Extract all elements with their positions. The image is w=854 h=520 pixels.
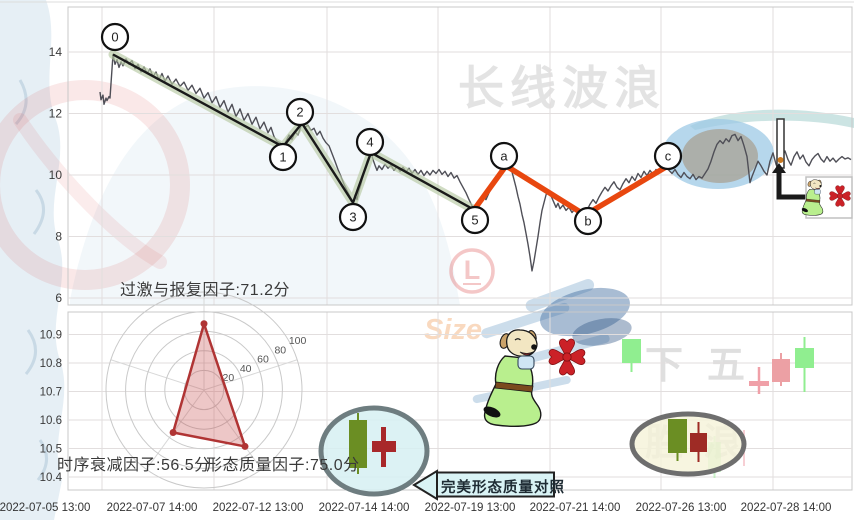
watermark-sub-row1: 下五 xyxy=(645,345,769,387)
wave-circle-5 xyxy=(460,205,490,235)
praying-dog-icon xyxy=(481,329,542,428)
radar-ring xyxy=(164,350,244,430)
bar-marker-dot xyxy=(777,157,784,163)
radar-ring-label: 20 xyxy=(223,372,235,384)
callout-box[interactable] xyxy=(436,471,555,498)
wave-label-b: b xyxy=(584,214,591,229)
wave-circle-4 xyxy=(355,127,385,157)
highlight-ellipse-tan xyxy=(682,129,758,183)
radar-vertex-dot xyxy=(169,429,177,437)
y-tick-label-top: 12 xyxy=(49,107,63,121)
radar-ring-label: 100 xyxy=(289,335,307,347)
x-tick-label: 2022-07-14 14:00 xyxy=(319,502,410,514)
logo-word: Size xyxy=(424,314,482,346)
candlestick-free-green-1 xyxy=(622,339,641,372)
candle-body xyxy=(622,339,641,363)
reference-ellipse-2 xyxy=(629,411,747,477)
radar-vertex-dot xyxy=(200,320,208,328)
wave-label-c: c xyxy=(665,149,672,164)
abc-wave-line xyxy=(471,163,670,218)
radar-ring-label: 80 xyxy=(274,344,286,356)
watermark-main: 长线波浪 xyxy=(458,62,666,114)
radar-polygon xyxy=(171,322,247,448)
pink-doji-bar xyxy=(749,381,769,386)
wave-circle-c xyxy=(653,141,683,171)
x-tick-label: 2022-07-12 13:00 xyxy=(213,502,304,514)
wave-circle-a xyxy=(489,141,519,171)
x-tick-label: 2022-07-28 14:00 xyxy=(741,502,832,514)
x-tick-label: 2022-07-21 14:00 xyxy=(530,502,621,514)
wave-circle-3 xyxy=(338,202,368,232)
cross-candle-horizontal xyxy=(372,441,396,452)
radar-ring xyxy=(105,291,303,489)
red-seal-watermark xyxy=(0,80,190,290)
x-tick-label: 2022-07-26 13:00 xyxy=(636,502,727,514)
radar-ring-label: 60 xyxy=(257,354,269,366)
impulse-wave-line xyxy=(112,53,475,211)
y-tick-label-bottom: 10.4 xyxy=(40,472,63,484)
factor-top-label: 过激与报复因子:71.2分 xyxy=(119,282,291,299)
wave-label-5: 5 xyxy=(471,213,478,228)
y-tick-label-top: 10 xyxy=(49,168,63,182)
wave-label-3: 3 xyxy=(349,210,356,225)
x-tick-label: 2022-07-07 14:00 xyxy=(107,502,198,514)
logo-circle xyxy=(449,248,495,294)
y-tick-label-bottom: 10.5 xyxy=(40,444,62,456)
wave-circle-1 xyxy=(268,142,298,172)
elbow-arrow-head xyxy=(772,163,786,173)
wave-label-0: 0 xyxy=(111,30,118,45)
logo-letter: L xyxy=(464,255,481,285)
x-tick-label: 2022-07-05 13:00 xyxy=(0,502,90,514)
candle-body xyxy=(690,433,707,452)
x-tick-label: 2022-07-19 13:00 xyxy=(425,502,516,514)
top-panel-layer: 0 1 2 3 4 5 a b c xyxy=(99,22,852,272)
wave-label-1: 1 xyxy=(279,150,286,165)
radar-ring xyxy=(144,330,264,450)
logo-watermark: L Size xyxy=(424,248,495,346)
candle-body xyxy=(668,419,687,453)
wave-label-2: 2 xyxy=(296,105,303,120)
candlestick-ref2-green xyxy=(668,419,687,461)
radar-spoke xyxy=(203,389,263,470)
wave-circle-2 xyxy=(285,97,315,127)
radar-ring-label: 40 xyxy=(240,363,252,375)
factor-bottom-left-label: 时序衰减因子:56.5分 xyxy=(57,457,211,474)
wave-label-a: a xyxy=(500,149,508,164)
y-tick-label-top: 14 xyxy=(49,45,63,59)
top-panel-border xyxy=(67,6,853,306)
wave-label-4: 4 xyxy=(366,135,373,150)
radar-ring xyxy=(125,311,283,469)
factor-bottom-right-label: 形态质量因子:75.0分 xyxy=(206,457,360,474)
perfect-pattern-callout-label: 完美形态质量对照 xyxy=(441,480,565,496)
candle-body xyxy=(349,420,367,468)
y-tick-label-bottom: 10.9 xyxy=(40,330,62,342)
elbow-arrow xyxy=(776,172,806,200)
candlestick-ref2-red xyxy=(690,422,707,462)
price-line xyxy=(99,53,852,272)
candlestick-free-pink xyxy=(772,353,790,386)
candlestick-ref1-green xyxy=(349,413,367,474)
candle-body xyxy=(772,359,790,382)
y-tick-label-top: 8 xyxy=(55,230,62,244)
radar-spoke xyxy=(203,359,298,391)
y-tick-label-bottom: 10.6 xyxy=(40,415,62,427)
y-tick-label-bottom: 10.7 xyxy=(40,387,62,399)
radar-spoke xyxy=(110,359,205,391)
y-tick-label-bottom: 10.8 xyxy=(40,358,62,370)
candle-body xyxy=(795,348,814,368)
radar-vertex-dot xyxy=(241,442,249,450)
wave-circle-0 xyxy=(100,22,130,52)
wave-circle-b xyxy=(573,206,603,236)
axis-label-layer: 1412108610.910.810.710.610.510.42022-07-… xyxy=(0,45,831,514)
candlestick-free-green-2 xyxy=(795,337,814,392)
y-tick-label-top: 6 xyxy=(55,291,62,305)
